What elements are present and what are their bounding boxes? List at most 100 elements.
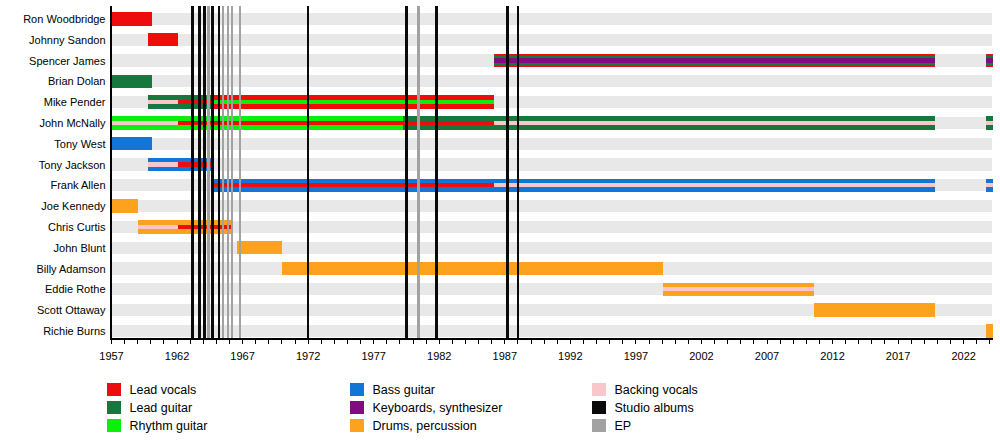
axis-tick: [308, 340, 309, 344]
axis-tick: [767, 340, 768, 344]
member-role-bar: [138, 220, 179, 233]
axis-year-label: 2002: [689, 350, 713, 362]
member-role-bar: [211, 95, 494, 108]
axis-tick: [622, 340, 623, 344]
member-role-bar: [148, 95, 178, 108]
member-name-label: Ron Woodbridge: [0, 13, 106, 25]
axis-tick: [675, 340, 676, 344]
axis-tick: [871, 340, 872, 344]
member-role-bar: [112, 137, 153, 150]
row-band: [111, 158, 992, 170]
axis-tick: [413, 340, 414, 344]
member-role-bar: [986, 324, 994, 337]
studio-album-line: [203, 6, 206, 338]
legend-label-rhythm_guitar: Rhythm guitar: [130, 419, 208, 433]
axis-tick: [937, 340, 938, 344]
member-name-label: Eddie Rothe: [0, 283, 106, 295]
axis-tick: [504, 340, 505, 344]
axis-tick: [177, 340, 178, 344]
axis-year-label: 1967: [230, 350, 254, 362]
axis-tick: [635, 340, 636, 344]
row-band: [111, 283, 992, 295]
studio-album-line: [517, 6, 520, 338]
axis-tick: [439, 340, 440, 344]
axis-tick: [950, 340, 951, 344]
bar-layer: [112, 125, 179, 130]
member-role-bar: [494, 179, 934, 192]
studio-album-line: [218, 6, 221, 338]
member-name-label: Joe Kennedy: [0, 200, 106, 212]
axis-tick: [727, 340, 728, 344]
legend-swatch-lead_vocals: [107, 383, 121, 397]
row-band: [111, 75, 992, 87]
member-name-label: Billy Adamson: [0, 263, 106, 275]
row-band: [111, 200, 992, 212]
member-role-bar: [112, 75, 153, 88]
member-role-bar: [112, 199, 138, 212]
axis-tick: [491, 340, 492, 344]
axis-tick: [832, 340, 833, 344]
axis-tick: [452, 340, 453, 344]
member-role-bar: [986, 54, 994, 67]
axis-year-label: 1997: [624, 350, 648, 362]
studio-album-line: [198, 6, 201, 338]
member-role-bar: [178, 158, 211, 171]
axis-tick: [740, 340, 741, 344]
member-role-bar: [663, 283, 814, 296]
legend-label-keyboards: Keyboards, synthesizer: [373, 401, 503, 415]
bar-layer: [282, 262, 663, 275]
axis-tick: [111, 340, 112, 344]
bar-layer: [663, 291, 814, 296]
axis-tick: [845, 340, 846, 344]
axis-tick: [203, 340, 204, 344]
axis-year-label: 1992: [558, 350, 582, 362]
axis-tick: [531, 340, 532, 344]
axis-year-label: 1962: [165, 350, 189, 362]
axis-tick: [281, 340, 282, 344]
bar-layer: [814, 303, 935, 316]
axis-tick: [649, 340, 650, 344]
axis-year-label: 1977: [361, 350, 385, 362]
axis-tick: [780, 340, 781, 344]
axis-tick: [373, 340, 374, 344]
member-name-label: Richie Burns: [0, 325, 106, 337]
bar-layer: [211, 104, 494, 109]
axis-tick: [570, 340, 571, 344]
axis-tick: [753, 340, 754, 344]
member-name-label: Brian Dolan: [0, 75, 106, 87]
member-role-bar: [494, 116, 934, 129]
member-name-label: Chris Curtis: [0, 221, 106, 233]
legend-label-lead_guitar: Lead guitar: [130, 401, 193, 415]
axis-tick: [190, 340, 191, 344]
legend-label-drums: Drums, percussion: [373, 419, 477, 433]
bar-layer: [986, 125, 994, 130]
ep-line: [227, 6, 230, 338]
axis-tick: [255, 340, 256, 344]
bar-layer: [178, 167, 211, 172]
member-name-label: Spencer James: [0, 55, 106, 67]
bar-layer: [148, 104, 178, 109]
legend-swatch-ep: [592, 419, 606, 433]
axis-tick: [858, 340, 859, 344]
axis-tick: [714, 340, 715, 344]
member-role-bar: [148, 158, 178, 171]
bar-layer: [138, 229, 179, 234]
axis-tick: [793, 340, 794, 344]
axis-tick: [360, 340, 361, 344]
legend-label-lead_vocals: Lead vocals: [130, 383, 197, 397]
axis-tick: [609, 340, 610, 344]
legend-swatch-drums: [350, 419, 364, 433]
member-name-label: Mike Pender: [0, 96, 106, 108]
axis-tick: [583, 340, 584, 344]
axis-tick: [898, 340, 899, 344]
row-band: [111, 221, 992, 233]
axis-tick: [347, 340, 348, 344]
member-role-bar: [211, 179, 494, 192]
member-role-bar: [282, 262, 663, 275]
row-band: [111, 325, 992, 337]
bar-layer: [112, 75, 153, 88]
bar-layer: [986, 324, 994, 337]
bar-layer: [211, 187, 494, 192]
studio-album-line: [211, 6, 214, 338]
axis-tick: [268, 340, 269, 344]
